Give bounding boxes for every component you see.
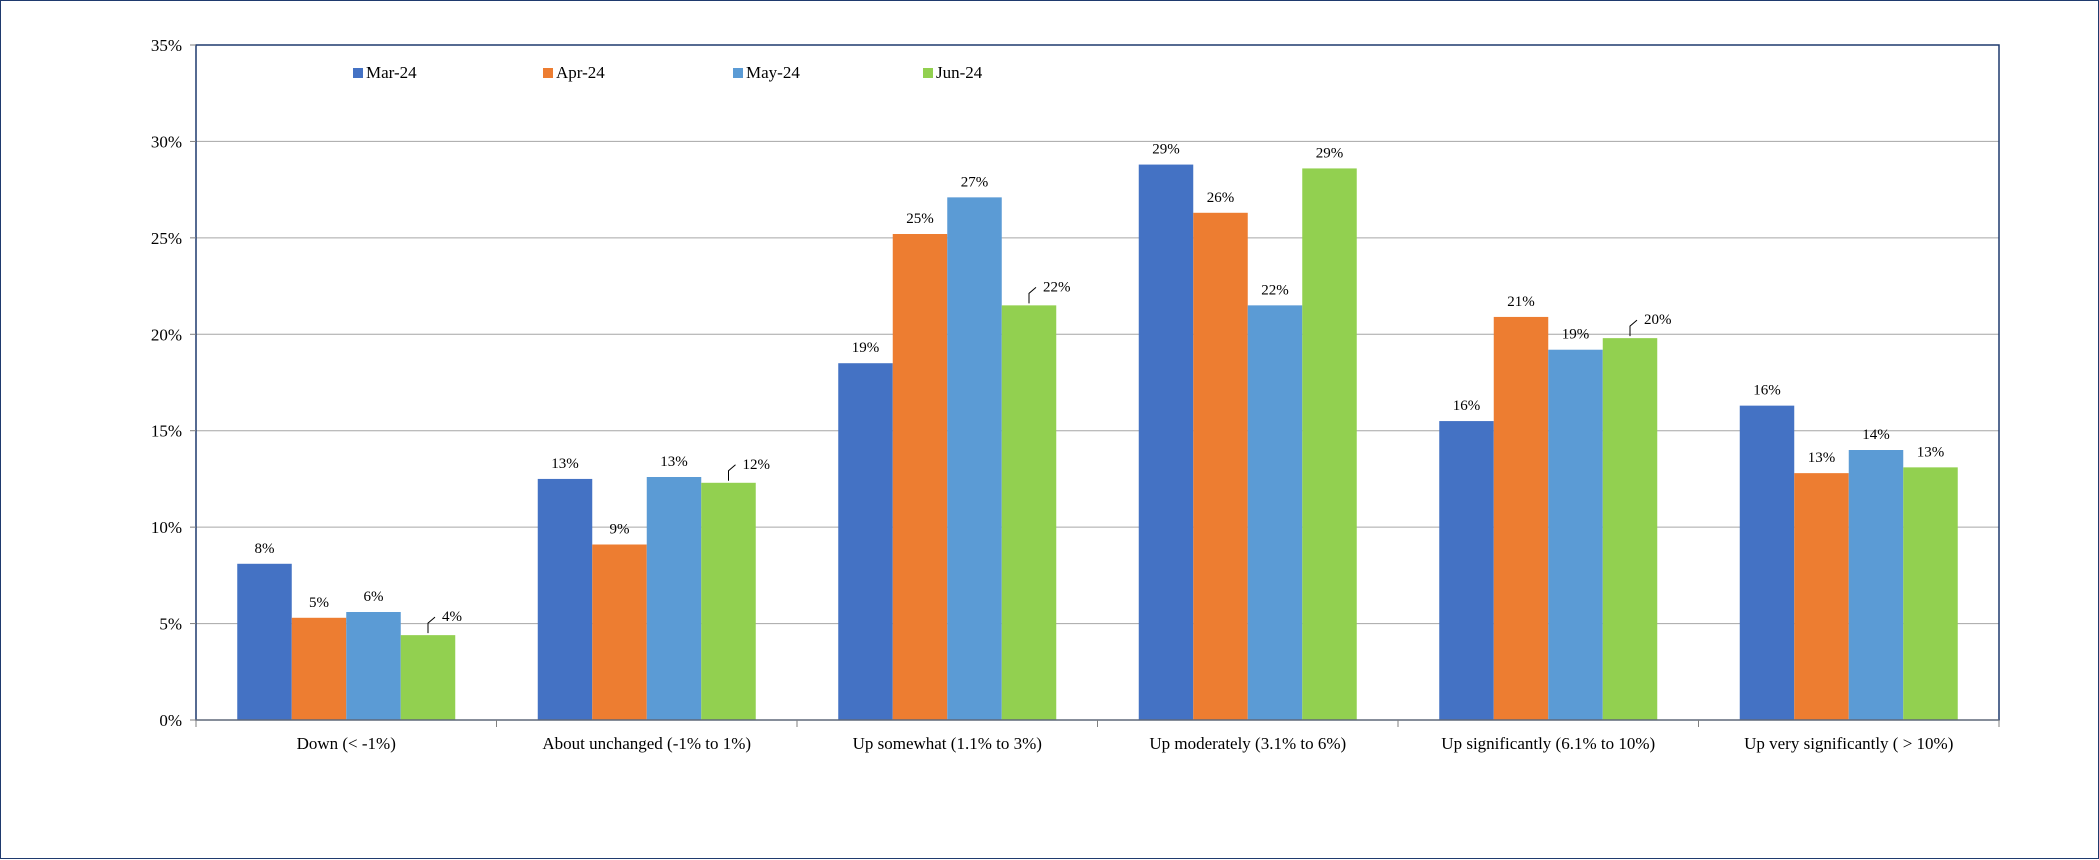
bar-jun-24: [1001, 305, 1057, 720]
data-label: 6%: [364, 589, 384, 605]
x-category-label: Up very significantly ( > 10%): [1744, 734, 1953, 753]
plot-area-border: [195, 44, 2000, 721]
bar-may-24: [346, 612, 401, 720]
bar-apr-24: [291, 617, 347, 720]
bar-apr-24: [892, 234, 948, 720]
legend-label: Apr-24: [556, 63, 605, 82]
bar-mar-24: [1138, 164, 1194, 721]
y-tick-label: 10%: [151, 518, 182, 537]
data-label: 29%: [1316, 145, 1344, 161]
legend-swatch: [543, 68, 553, 78]
x-category-label: About unchanged (-1% to 1%): [542, 734, 751, 753]
bar-apr-24: [1193, 212, 1248, 721]
legend: Mar-24 Apr-24 May-24 Jun-24: [353, 63, 983, 82]
bar-mar-24: [1439, 421, 1494, 720]
bar-may-24: [646, 477, 702, 720]
bar-mar-24: [537, 478, 593, 720]
data-label: 13%: [551, 456, 579, 472]
legend-label: Jun-24: [936, 63, 983, 82]
bar-apr-24: [1794, 473, 1849, 720]
bar-apr-24: [1493, 316, 1549, 720]
bar-jun-24: [400, 635, 456, 720]
bar-mar-24: [237, 563, 292, 720]
data-label: 19%: [1562, 327, 1590, 343]
data-label: 9%: [610, 522, 630, 538]
data-label: 16%: [1453, 398, 1481, 414]
x-category-label: Up significantly (6.1% to 10%): [1441, 734, 1655, 753]
data-label-leader: [728, 464, 736, 481]
legend-label: Mar-24: [366, 63, 417, 82]
data-label: 4%: [442, 609, 462, 625]
y-tick-label: 30%: [151, 132, 182, 151]
x-category-label: Down (< -1%): [297, 734, 396, 753]
data-label: 21%: [1507, 294, 1535, 310]
data-label: 13%: [660, 454, 688, 470]
data-label: 12%: [743, 457, 771, 473]
x-category-label: Up somewhat (1.1% to 3%): [853, 734, 1042, 753]
bar-may-24: [1247, 305, 1303, 720]
bar-jun-24: [1903, 467, 1958, 720]
data-label: 25%: [906, 211, 934, 227]
y-tick-label: 15%: [151, 422, 182, 441]
data-label: 19%: [852, 340, 880, 356]
data-label-leader: [1028, 286, 1037, 304]
legend-swatch: [923, 68, 933, 78]
bar-may-24: [947, 197, 1002, 720]
data-label: 20%: [1644, 312, 1672, 328]
data-label: 13%: [1917, 444, 1945, 460]
y-tick-label: 5%: [159, 615, 182, 634]
bar-may-24: [1548, 349, 1603, 720]
bar-jun-24: [1602, 338, 1658, 720]
legend-swatch: [733, 68, 743, 78]
y-axis-ticks: 0% 5% 10% 15% 20% 25% 30% 35%: [151, 36, 196, 730]
y-tick-label: 35%: [151, 36, 182, 55]
bar-may-24: [1848, 450, 1904, 720]
data-label: 22%: [1043, 279, 1071, 295]
y-tick-label: 25%: [151, 229, 182, 248]
data-label: 22%: [1261, 282, 1289, 298]
data-label: 5%: [309, 595, 329, 611]
legend-swatch: [353, 68, 363, 78]
data-label-leader: [427, 616, 436, 634]
x-category-label: Up moderately (3.1% to 6%): [1149, 734, 1346, 753]
legend-label: May-24: [746, 63, 800, 82]
bar-series: [237, 164, 1958, 721]
bar-apr-24: [592, 544, 647, 720]
bar-jun-24: [1302, 168, 1357, 720]
data-label-leader: [1629, 319, 1638, 337]
data-label: 13%: [1808, 450, 1836, 466]
bar-jun-24: [701, 482, 756, 720]
y-tick-label: 0%: [159, 711, 182, 730]
data-label: 26%: [1207, 190, 1235, 206]
data-labels: 8% 13% 19% 29% 16% 16% 5% 9% 25% 26% 21% 13% 6% 13% 27…: [255, 142, 1945, 634]
x-axis-categories: Down (< -1%) About unchanged (-1% to 1%) U…: [195, 720, 2000, 753]
bar-mar-24: [1739, 405, 1795, 720]
bar-mar-24: [838, 363, 893, 720]
y-tick-label: 20%: [151, 325, 182, 344]
data-label: 8%: [255, 541, 275, 557]
data-label: 14%: [1862, 427, 1890, 443]
axes: [195, 44, 2000, 721]
data-label: 27%: [961, 174, 989, 190]
gridlines: [196, 140, 1999, 625]
data-label: 16%: [1753, 383, 1781, 399]
data-label: 29%: [1152, 142, 1180, 158]
